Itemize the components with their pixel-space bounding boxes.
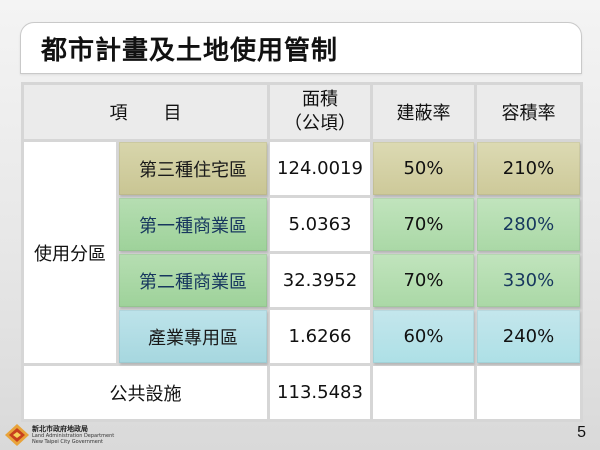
header-far: 容積率: [477, 85, 580, 139]
logo-en-line1: Land Administration Department: [32, 433, 115, 439]
table-row: 第二種商業區 32.3952 70% 330%: [24, 254, 580, 307]
zone-coverage: 60%: [373, 310, 474, 363]
zone-coverage: 70%: [373, 254, 474, 307]
header-area: 面積 （公頃）: [270, 85, 370, 139]
public-label: 公共設施: [24, 366, 267, 419]
table-header-row: 項 目 面積 （公頃） 建蔽率 容積率: [24, 85, 580, 139]
zone-area: 5.0363: [270, 198, 370, 251]
zone-area: 124.0019: [270, 142, 370, 195]
table-row: 使用分區 第三種住宅區 124.0019 50% 210%: [24, 142, 580, 363]
zone-far: 240%: [477, 310, 580, 363]
slide-title: 都市計畫及土地使用管制: [41, 36, 339, 66]
zone-far: 210%: [477, 142, 580, 195]
title-box: 都市計畫及土地使用管制: [20, 22, 582, 74]
zone-coverage: 50%: [373, 142, 474, 195]
zone-name: 第二種商業區: [119, 254, 267, 307]
zone-far: 280%: [477, 198, 580, 251]
logo-name: 新北市政府地政局: [32, 425, 88, 433]
zoning-table: 項 目 面積 （公頃） 建蔽率 容積率 使用分區 第三種住宅區 124.0019…: [21, 82, 583, 422]
zoning-table-wrap: 項 目 面積 （公頃） 建蔽率 容積率 使用分區 第三種住宅區 124.0019…: [21, 82, 583, 422]
table-row: 產業專用區 1.6266 60% 240%: [24, 310, 580, 363]
table-row: 第一種商業區 5.0363 70% 280%: [24, 198, 580, 251]
zone-name: 第三種住宅區: [119, 142, 267, 195]
public-area: 113.5483: [270, 366, 370, 419]
department-logo: 新北市政府地政局 Land Administration Department …: [4, 422, 134, 448]
diamond-logo-icon: [5, 424, 29, 446]
zone-area: 1.6266: [270, 310, 370, 363]
table-row-public: 公共設施 113.5483: [24, 366, 580, 419]
group-label: 使用分區: [24, 142, 116, 363]
page-number: 5: [577, 424, 586, 441]
header-area-line1: 面積: [302, 89, 338, 110]
zone-name: 產業專用區: [119, 310, 267, 363]
zone-far: 330%: [477, 254, 580, 307]
zone-coverage: 70%: [373, 198, 474, 251]
zone-name: 第一種商業區: [119, 198, 267, 251]
logo-en-line2: New Taipei City Government: [32, 439, 103, 445]
header-area-line2: （公頃）: [284, 113, 356, 134]
public-coverage: [373, 366, 474, 419]
zone-area: 32.3952: [270, 254, 370, 307]
header-item: 項 目: [24, 85, 267, 139]
header-coverage: 建蔽率: [373, 85, 474, 139]
public-far: [477, 366, 580, 419]
